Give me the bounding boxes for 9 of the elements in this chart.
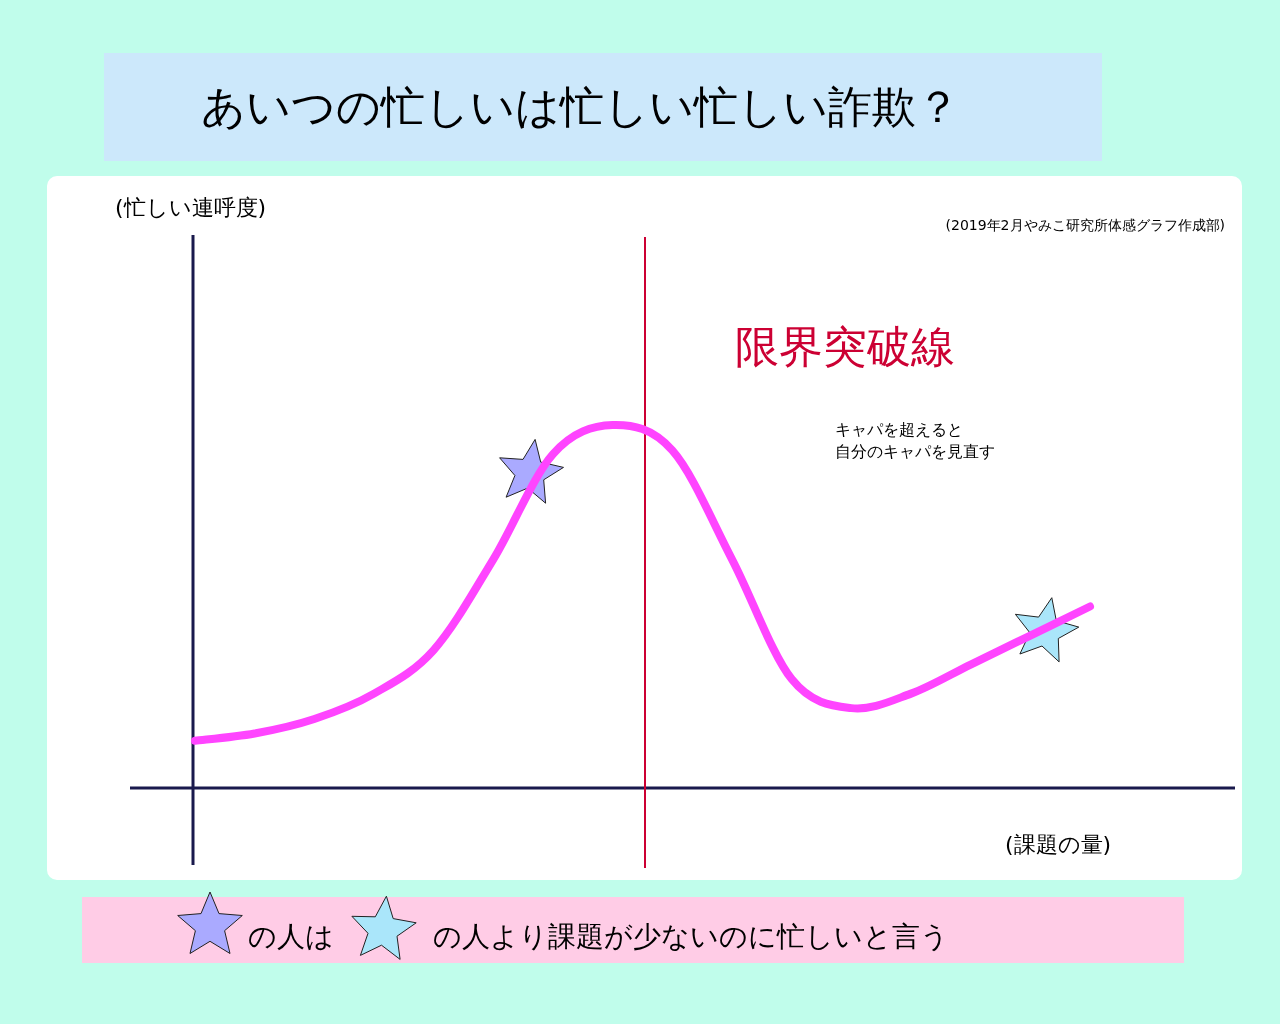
chart-title: あいつの忙しいは忙しい忙しい詐欺？ (200, 81, 960, 132)
text: の人より課題が少ないのに忙しいと言う (433, 920, 949, 953)
x-axis-title: (課題の量) (1005, 832, 1112, 857)
text: (忙しい連呼度) (115, 195, 267, 220)
text: (2019年2月やみこ研究所体感グラフ作成部) (945, 217, 1225, 233)
text: 限界突破線 (735, 321, 955, 372)
annotation: 自分のキャパを見直す (835, 442, 995, 461)
text: の人は (248, 920, 334, 953)
annotation: キャパを超えると (835, 420, 963, 439)
